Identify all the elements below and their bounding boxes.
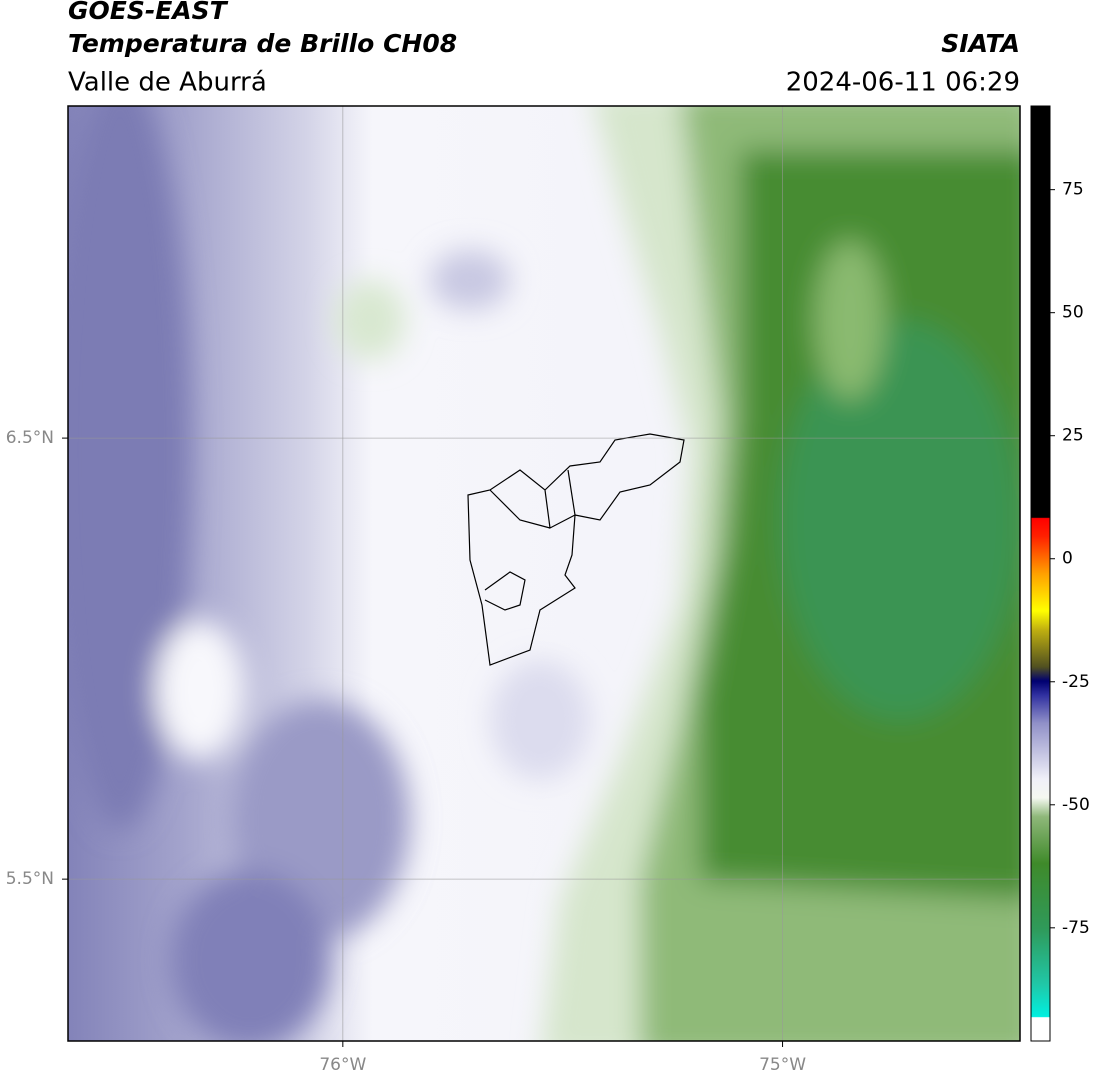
x-tick-label: 75°W <box>759 1055 806 1075</box>
region: Valle de Aburrá <box>68 68 267 98</box>
colorbar-tick-label: 50 <box>1062 303 1084 323</box>
map-frame <box>67 105 1021 1042</box>
colorbar-tick-label: -50 <box>1062 795 1090 815</box>
colorbar-tick-label: 0 <box>1062 549 1073 569</box>
colorbar-tick-label: 75 <box>1062 180 1084 200</box>
x-tick-label: 76°W <box>319 1055 366 1075</box>
y-tick-label: 5.5°N <box>6 869 54 889</box>
title: GOES-EAST <box>68 0 229 25</box>
valley-outline <box>467 433 685 666</box>
y-tick-label: 6.5°N <box>6 428 54 448</box>
subtitle: Temperatura de Brillo CH08 <box>68 29 457 58</box>
datetime: 2024-06-11 06:29 <box>786 68 1020 98</box>
colorbar <box>1030 105 1051 1042</box>
graticule <box>68 106 1020 1041</box>
colorbar-tick-label: -25 <box>1062 672 1090 692</box>
map-image <box>68 106 1020 1041</box>
colorbar-tick-label: 25 <box>1062 426 1084 446</box>
source: SIATA <box>941 29 1020 58</box>
colorbar-tick-label: -75 <box>1062 918 1090 938</box>
